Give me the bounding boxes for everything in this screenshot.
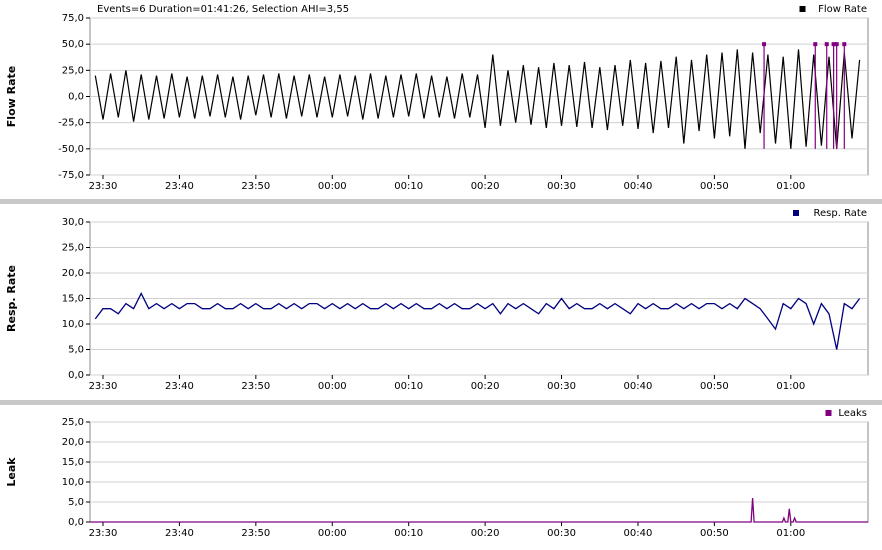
x-tick-label: 00:10 — [394, 528, 423, 539]
x-tick-label: 23:30 — [89, 181, 118, 192]
y-tick-label: 10,0 — [62, 477, 84, 488]
x-tick-label: 23:50 — [241, 381, 270, 392]
event-flag — [834, 42, 839, 47]
x-tick-label: 00:40 — [624, 528, 653, 539]
x-tick-label: 00:50 — [700, 381, 729, 392]
x-tick-label: 23:50 — [241, 181, 270, 192]
legend-swatch — [825, 410, 832, 416]
x-tick-label: 23:40 — [165, 181, 194, 192]
y-axis-label: Flow Rate — [5, 66, 18, 127]
x-tick-label: 23:30 — [89, 381, 118, 392]
x-tick-label: 00:50 — [700, 528, 729, 539]
event-flag — [762, 42, 767, 47]
legend-swatch — [793, 210, 799, 216]
y-tick-label: 0,0 — [68, 370, 84, 381]
y-tick-label: -50,0 — [58, 144, 84, 155]
x-tick-label: 00:20 — [471, 528, 500, 539]
series-line — [94, 291, 861, 350]
y-tick-label: 20,0 — [62, 437, 84, 448]
y-tick-label: 5,0 — [68, 345, 84, 356]
y-tick-label: 50,0 — [62, 39, 84, 50]
y-axis-label: Leak — [5, 457, 18, 487]
y-tick-label: 25,0 — [62, 65, 84, 76]
plot-area — [89, 421, 869, 523]
x-tick-label: 00:40 — [624, 381, 653, 392]
event-flag — [842, 42, 847, 47]
x-tick-label: 00:00 — [318, 381, 347, 392]
y-tick-label: 25,0 — [62, 417, 84, 428]
y-axis-label: Resp. Rate — [5, 265, 18, 332]
event-flag — [813, 42, 818, 47]
x-tick-label: 01:00 — [776, 181, 805, 192]
series-line — [90, 497, 868, 523]
x-tick-label: 23:40 — [165, 381, 194, 392]
legend-label: Leaks — [838, 408, 867, 419]
event-flag — [831, 42, 836, 47]
legend-swatch — [799, 6, 806, 12]
x-tick-label: 23:40 — [165, 528, 194, 539]
x-tick-label: 00:00 — [318, 528, 347, 539]
x-tick-label: 23:50 — [241, 528, 270, 539]
x-tick-label: 23:30 — [89, 528, 118, 539]
chart-title: Events=6 Duration=01:41:26, Selection AH… — [97, 4, 349, 15]
series-line — [94, 49, 861, 149]
x-tick-label: 00:30 — [547, 528, 576, 539]
x-tick-label: 00:20 — [471, 181, 500, 192]
y-tick-label: 5,0 — [68, 497, 84, 508]
y-tick-label: 0,0 — [68, 92, 84, 103]
event-flag — [824, 42, 829, 47]
y-tick-label: 0,0 — [68, 517, 84, 528]
y-tick-label: -25,0 — [58, 118, 84, 129]
x-tick-label: 00:50 — [700, 181, 729, 192]
x-tick-label: 01:00 — [776, 528, 805, 539]
x-tick-label: 00:20 — [471, 381, 500, 392]
y-tick-label: 10,0 — [62, 319, 84, 330]
x-tick-label: 00:10 — [394, 181, 423, 192]
x-tick-label: 00:00 — [318, 181, 347, 192]
y-tick-label: 30,0 — [62, 217, 84, 228]
y-tick-label: 75,0 — [62, 13, 84, 24]
x-tick-label: 00:10 — [394, 381, 423, 392]
y-tick-label: 15,0 — [62, 294, 84, 305]
y-tick-label: 15,0 — [62, 457, 84, 468]
y-tick-label: -75,0 — [58, 170, 84, 181]
x-tick-label: 00:30 — [547, 381, 576, 392]
legend-label: Flow Rate — [818, 4, 867, 15]
y-tick-label: 20,0 — [62, 268, 84, 279]
x-tick-label: 01:00 — [776, 381, 805, 392]
panel-separator — [0, 199, 882, 204]
y-tick-label: 25,0 — [62, 243, 84, 254]
panel-separator — [0, 400, 882, 405]
x-tick-label: 00:40 — [624, 181, 653, 192]
x-tick-label: 00:30 — [547, 181, 576, 192]
legend-label: Resp. Rate — [814, 208, 868, 219]
